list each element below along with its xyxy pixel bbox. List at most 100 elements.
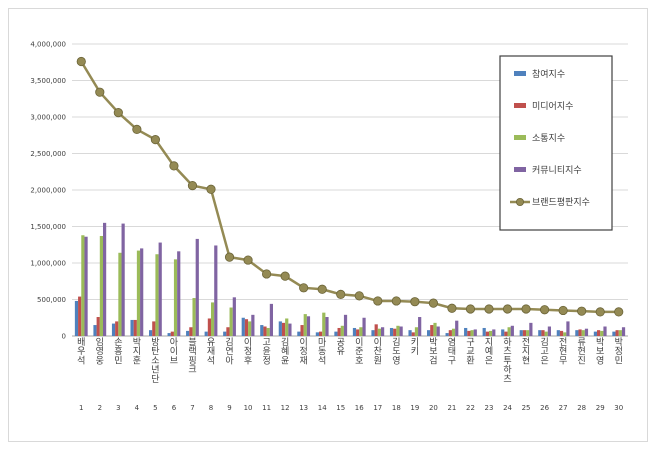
x-rank-label: 23	[485, 404, 494, 412]
bar	[99, 235, 103, 336]
bar	[288, 323, 292, 336]
bar	[522, 330, 527, 336]
bar	[612, 331, 616, 336]
x-rank-label: 9	[227, 404, 231, 412]
bar	[266, 327, 270, 336]
line-point	[206, 184, 216, 194]
bar	[173, 259, 178, 336]
bar	[445, 333, 449, 336]
line-point	[484, 304, 494, 314]
x-rank-label: 25	[522, 404, 531, 412]
y-tick-label: 2,500,000	[30, 150, 66, 158]
legend-swatch	[514, 167, 526, 172]
line-point	[428, 298, 438, 308]
line-point	[558, 305, 568, 316]
bar	[519, 330, 523, 336]
bar	[93, 325, 97, 336]
line-point	[261, 269, 272, 279]
line-point	[336, 289, 346, 299]
bar	[352, 327, 357, 336]
x-rank-label: 2	[98, 404, 102, 412]
line-point	[410, 297, 420, 307]
x-rank-label: 19	[410, 404, 419, 412]
bar	[111, 323, 116, 336]
bar	[269, 303, 273, 336]
bar	[343, 314, 348, 336]
bar	[451, 328, 456, 336]
y-tick-label: 2,000,000	[30, 187, 66, 195]
bar	[121, 223, 125, 336]
bar	[547, 326, 551, 336]
bar	[140, 248, 144, 336]
bar	[593, 331, 597, 336]
bar	[418, 317, 422, 336]
line-point	[95, 87, 105, 97]
bar	[489, 330, 493, 336]
bar	[396, 325, 400, 336]
bar	[482, 327, 486, 336]
legend-label: 미디어지수	[532, 101, 573, 112]
x-rank-label: 30	[614, 404, 623, 412]
x-rank-label: 18	[392, 404, 401, 412]
bar	[115, 321, 119, 336]
bar	[186, 330, 190, 336]
bar	[285, 318, 289, 336]
bar	[529, 322, 533, 336]
bar	[359, 327, 363, 336]
y-tick-label: 500,000	[37, 296, 66, 304]
x-rank-label: 10	[244, 404, 253, 412]
bar	[248, 321, 252, 336]
bar	[229, 307, 233, 336]
bar	[211, 302, 215, 336]
bar	[130, 319, 134, 336]
bar	[581, 330, 585, 336]
bar	[281, 322, 286, 336]
y-tick-label: 3,500,000	[30, 77, 66, 85]
line-point	[169, 161, 179, 171]
bar	[448, 330, 452, 336]
x-rank-label: 11	[262, 404, 271, 412]
line-point	[614, 307, 624, 317]
line-point	[150, 135, 160, 145]
line-point	[373, 296, 383, 306]
bar	[470, 330, 474, 336]
bar	[149, 330, 153, 336]
legend-label: 소통지수	[532, 133, 565, 144]
bar	[226, 327, 230, 336]
bar	[251, 314, 255, 336]
bar	[167, 333, 171, 336]
line-point	[502, 304, 513, 314]
x-rank-label: 17	[373, 404, 382, 412]
bar	[399, 326, 403, 336]
y-tick-label: 4,000,000	[30, 41, 66, 49]
bar	[192, 298, 196, 336]
bar	[263, 326, 267, 336]
bar	[356, 329, 360, 336]
bar	[544, 331, 548, 336]
y-tick-label: 1,000,000	[30, 260, 66, 268]
bar	[563, 332, 567, 336]
bar	[578, 329, 582, 336]
bar	[177, 251, 181, 336]
bar	[507, 327, 511, 336]
line-point	[243, 255, 253, 265]
bar	[436, 326, 440, 336]
line-point	[391, 296, 401, 306]
x-rank-label: 6	[172, 404, 177, 412]
x-rank-label: 5	[153, 404, 157, 412]
bar	[510, 325, 514, 336]
bar	[559, 330, 564, 336]
x-rank-label: 26	[540, 404, 549, 412]
y-tick-label: 3,000,000	[30, 114, 66, 122]
x-rank-label: 7	[190, 404, 194, 412]
